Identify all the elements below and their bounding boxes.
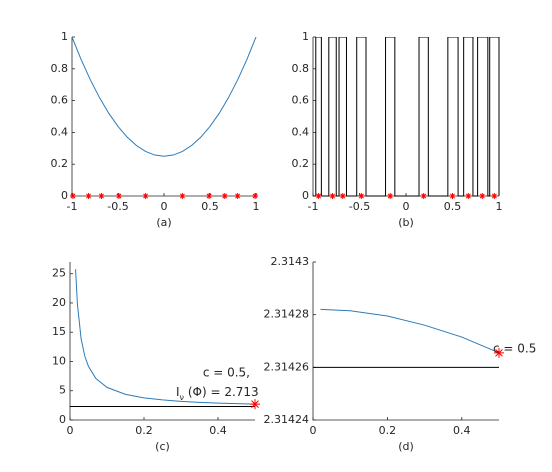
y-tick-label: 0.6 [51,94,69,107]
x-axis-label: (d) [398,440,414,453]
y-tick-label: 0 [59,413,66,426]
x-tick-label: -0.5 [107,200,128,213]
subplot: 0 0.2 0.4 0 5 10 15 20 25 (c) c = 0.5, Iν (Φ) = 2.7… [52,262,260,453]
axes-lines [312,37,499,197]
x-axis-label: (b) [398,216,414,229]
marker [420,193,427,199]
marker [234,193,241,199]
y-tick-label: 0 [61,189,68,202]
marker [358,193,365,199]
series-line [320,308,500,354]
subplot: -1 -0.5 0 0.5 1 0 0.2 0.4 0.6 0.8 1 (a) [51,30,260,229]
series-line [71,37,257,157]
x-tick-label: -1 [67,200,78,213]
y-tick-label: 0.2 [51,157,69,170]
annotation-subscript: ν [180,393,185,402]
marker [98,193,105,199]
plot-area [69,37,259,199]
marker [179,193,186,199]
x-tick-label: 0.2 [135,424,153,437]
x-tick-label: -0.5 [349,200,370,213]
marker [206,193,213,199]
annotation: Iν (Φ) = 2.713 [176,385,259,402]
marker [465,193,472,199]
subplot: 0 0.2 0.4 2.31424 2.31426 2.31428 2.3143 (d) c =… [264,255,537,453]
x-tick-label: 0 [67,424,74,437]
series-line [313,37,500,197]
marker [329,193,336,199]
y-tick-label: 1 [302,30,309,43]
x-tick-label: 0 [161,200,168,213]
marker [479,193,486,199]
y-tick-label: 2.31426 [264,360,310,373]
plot-area [70,269,260,410]
plot-area [313,37,500,199]
y-tick-label: 2.31424 [264,413,310,426]
y-tick-label: 20 [52,296,66,309]
x-tick-label: 0.5 [201,200,219,213]
x-tick-label: 0.2 [379,424,397,437]
marker [252,193,259,199]
y-tick-label: 15 [52,325,66,338]
marker [85,193,92,199]
marker [221,193,228,199]
y-tick-label: 0 [302,189,309,202]
series-line [75,269,256,405]
annotation: c = 0.5 [493,342,536,356]
annotation-symbol: I [176,385,180,399]
y-tick-label: 1 [61,30,68,43]
x-axis-label: (c) [155,440,170,453]
marker [339,193,346,199]
axes-lines [71,37,256,197]
plot-area [313,308,504,368]
y-tick-label: 2.3143 [271,255,310,268]
y-tick-label: 25 [52,267,66,280]
marker [250,399,260,410]
x-tick-label: 0.5 [444,200,462,213]
x-tick-label: 1 [496,200,503,213]
marker [69,193,76,199]
subplot: -1 -0.5 0 0.5 1 0 0.2 0.4 0.6 0.8 1 (b) [292,30,503,229]
x-tick-label: 0 [310,424,317,437]
y-tick-label: 0.2 [292,157,310,170]
marker [449,193,456,199]
x-tick-label: 0 [403,200,410,213]
marker [315,193,322,199]
y-tick-label: 2.31428 [264,308,310,321]
annotation: c = 0.5, [203,366,250,380]
marker [115,193,122,199]
marker [387,193,394,199]
y-tick-label: 10 [52,354,66,367]
annotation-rest: (Φ) = 2.713 [184,385,259,399]
marker [491,193,498,199]
x-tick-label: 0.4 [453,424,471,437]
y-tick-label: 5 [59,384,66,397]
x-tick-label: 1 [253,200,260,213]
x-tick-label: -1 [308,200,319,213]
y-tick-label: 0.6 [292,94,310,107]
y-tick-label: 0.8 [51,62,69,75]
x-axis-label: (a) [156,216,171,229]
y-tick-label: 0.4 [292,125,310,138]
y-tick-label: 0.4 [51,125,69,138]
y-tick-label: 0.8 [292,62,310,75]
x-tick-label: 0.4 [209,424,227,437]
marker [494,347,504,358]
marker [142,193,149,199]
